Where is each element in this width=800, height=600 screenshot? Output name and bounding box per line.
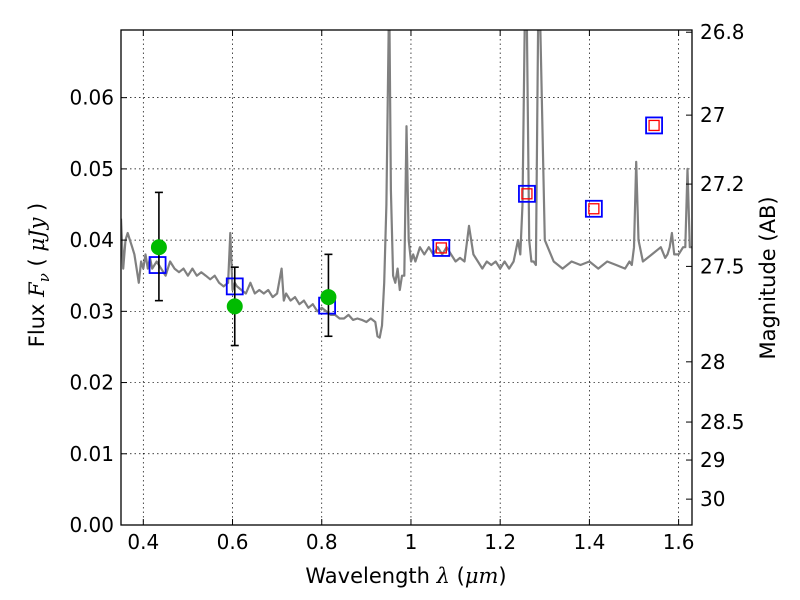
x-tick-label: 1.4 — [573, 530, 605, 554]
y2-axis-title: Magnitude (AB) — [756, 196, 780, 359]
y-axis-title: Flux Fν ( μJy ) — [25, 203, 53, 347]
plot-frame — [120, 29, 693, 526]
x-axis-title-unit-close: ) — [498, 564, 506, 588]
y-tick-label: 0.00 — [69, 513, 114, 537]
observed-point — [320, 289, 337, 306]
x-tick-label: 0.8 — [306, 530, 338, 554]
y-tick-label: 0.01 — [69, 442, 114, 466]
x-tick-label: 0.6 — [217, 530, 249, 554]
x-axis-title-unit: μm — [465, 564, 499, 588]
y-axis-title-unit-close: ) — [25, 203, 49, 218]
model-box-marker — [432, 239, 451, 257]
y-tick-label: 0.04 — [69, 228, 114, 252]
y2-tick-label: 29 — [700, 448, 725, 472]
y2-tick-label: 26.8 — [700, 20, 745, 44]
y-axis-title-unit: μJy — [25, 217, 49, 252]
y2-tick-label: 28.5 — [700, 410, 745, 434]
x-tick-label: 0.4 — [127, 530, 159, 554]
x-axis-title-prefix: Wavelength — [305, 564, 436, 588]
x-axis-title-symbol: λ — [436, 564, 450, 588]
model-box-marker — [645, 116, 663, 135]
observed-point — [226, 298, 243, 315]
y-tick-label: 0.03 — [69, 299, 114, 323]
y2-tick-label: 28 — [700, 350, 725, 374]
plot-area — [121, 30, 692, 347]
ticks: 0.4 0.6 0.8 1 1.2 1.4 1.6 0.00 0.01 0.02 0.03 0.04 0… — [69, 20, 744, 554]
y-tick-label: 0.02 — [69, 371, 114, 395]
model-box-marker — [584, 199, 603, 218]
y2-tick-label: 27.5 — [700, 254, 745, 278]
model-inner-marker — [521, 188, 533, 200]
x-tick-label: 1.2 — [484, 530, 516, 554]
model-inner-marker — [648, 119, 660, 132]
model-box-marker — [518, 184, 536, 203]
y-tick-label: 0.05 — [69, 157, 114, 181]
x-axis-title: Wavelength λ (μm) — [305, 564, 506, 588]
y2-tick-label: 27 — [700, 103, 725, 127]
observed-point — [150, 239, 167, 256]
model-box-marker — [148, 256, 167, 274]
x-axis-title-unit-open: ( — [450, 564, 465, 588]
model-inner-marker — [588, 203, 600, 215]
x-tick-label: 1.6 — [663, 530, 695, 554]
x-tick-label: 1 — [405, 530, 418, 554]
spectrum-line — [121, 30, 692, 339]
y-axis-title-unit-open: ( — [25, 252, 49, 274]
y-axis-title-symbol: F — [25, 281, 49, 298]
y-axis-title-subscript: ν — [35, 273, 53, 282]
y-axis-title-prefix: Flux — [25, 297, 49, 347]
y-tick-label: 0.06 — [69, 86, 114, 110]
y2-tick-label: 30 — [700, 487, 725, 511]
model-inner-marker — [435, 242, 447, 254]
y2-tick-label: 27.2 — [700, 172, 745, 196]
